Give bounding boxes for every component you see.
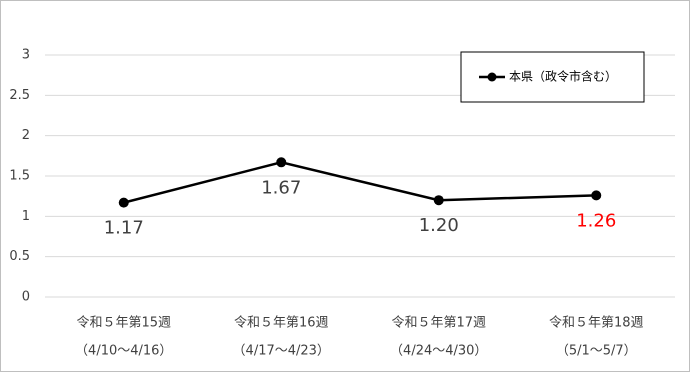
data-label: 1.26 (576, 210, 616, 231)
data-point (591, 190, 602, 201)
x-tick-label: （5/1～5/7） (556, 344, 637, 359)
x-tick-label: 令和５年第18週 (549, 316, 644, 331)
data-label: 1.17 (104, 218, 144, 239)
x-tick-label: 令和５年第16週 (234, 316, 329, 331)
legend-label: 本県（政令市含む） (509, 69, 617, 84)
data-point (433, 195, 444, 206)
y-tick-label: 0.5 (9, 249, 30, 264)
series-line (123, 160, 597, 204)
x-tick-label: 令和５年第17週 (391, 316, 486, 331)
data-point (276, 157, 287, 168)
y-tick-label: 2.5 (9, 88, 30, 103)
y-tick-label: 1.5 (9, 169, 30, 184)
data-point (118, 197, 129, 208)
x-tick-label: （4/17～4/23） (233, 344, 330, 359)
y-tick-label: 0 (22, 290, 30, 305)
data-label: 1.20 (419, 215, 459, 236)
y-tick-label: 1 (22, 209, 30, 224)
data-label: 1.67 (261, 177, 301, 198)
x-tick-label: （4/10～4/16） (75, 344, 172, 359)
x-tick-label: 令和５年第15週 (76, 316, 171, 331)
x-tick-label: （4/24～4/30） (390, 344, 487, 359)
legend-marker (487, 72, 497, 82)
y-tick-label: 3 (22, 48, 30, 63)
y-tick-label: 2 (22, 128, 30, 143)
